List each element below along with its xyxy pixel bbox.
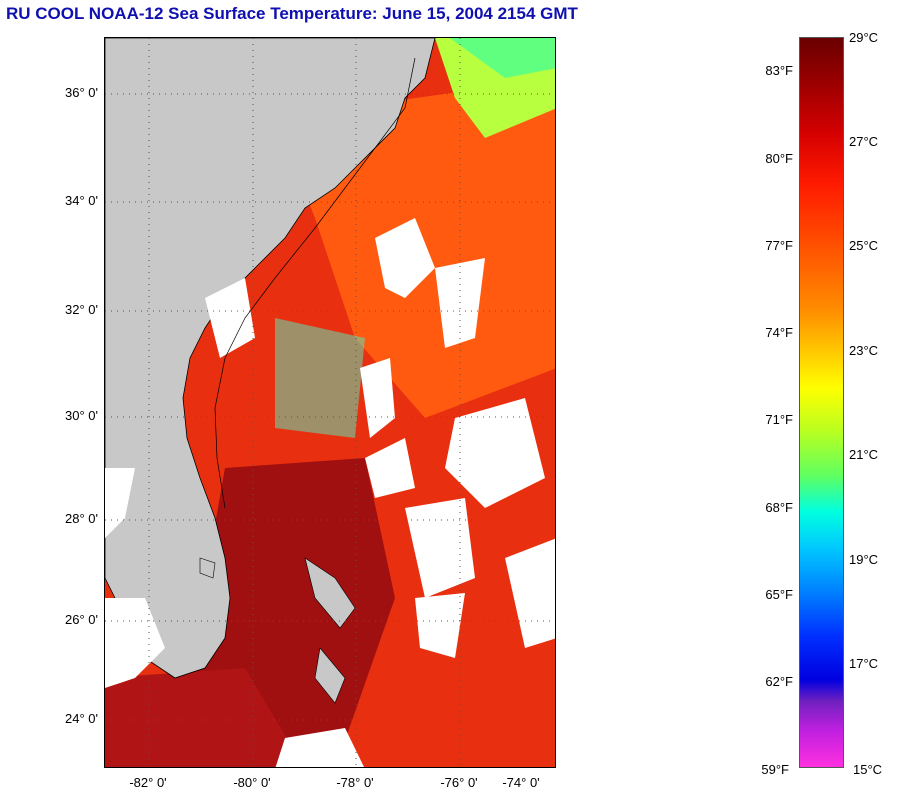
longitude-label-74: -74° 0' bbox=[502, 775, 540, 790]
cloud-2 bbox=[105, 598, 165, 688]
cool-patch-northeast-inner bbox=[450, 38, 555, 78]
latitude-label-34: 34° 0' bbox=[65, 193, 98, 208]
colorbar-label-65f: 65°F bbox=[765, 587, 793, 602]
colorbar-label-83f: 83°F bbox=[765, 63, 793, 78]
colorbar-label-68f: 68°F bbox=[765, 500, 793, 515]
cloud-8 bbox=[505, 538, 555, 648]
cloud-4 bbox=[360, 358, 395, 438]
bahamas-island-2 bbox=[314, 647, 346, 704]
map-title: RU COOL NOAA-12 Sea Surface Temperature:… bbox=[6, 4, 578, 23]
land-mass bbox=[105, 38, 436, 679]
cloud-7 bbox=[405, 498, 475, 598]
colorbar-label-59f: 59°F bbox=[761, 762, 789, 777]
cloud-9 bbox=[415, 593, 465, 658]
cloud-1 bbox=[105, 468, 135, 538]
bahamas-island-3 bbox=[199, 557, 216, 579]
colorbar-label-19c: 19°C bbox=[849, 552, 879, 567]
latitude-label-24: 24° 0' bbox=[65, 711, 98, 726]
colorbar-label-62f: 62°F bbox=[765, 674, 793, 689]
colorbar-label-23c: 23°C bbox=[849, 343, 879, 358]
bahamas-island-1 bbox=[304, 557, 356, 629]
latitude-label-30: 30° 0' bbox=[65, 408, 98, 423]
colorbar-label-80f: 80°F bbox=[765, 151, 793, 166]
colorbar-label-71f: 71°F bbox=[765, 412, 793, 427]
bathymetry-contour bbox=[214, 57, 416, 509]
colorbar-label-27c: 27°C bbox=[849, 134, 879, 149]
cloud-12 bbox=[275, 728, 365, 767]
latitude-label-26: 26° 0' bbox=[65, 612, 98, 627]
cool-eddy bbox=[275, 318, 365, 438]
latitude-label-32: 32° 0' bbox=[65, 302, 98, 317]
colorbar-label-15c: 15°C bbox=[853, 762, 883, 777]
colorbar-label-25c: 25°C bbox=[849, 238, 879, 253]
longitude-label-76: -76° 0' bbox=[440, 775, 478, 790]
latitude-label-28: 28° 0' bbox=[65, 511, 98, 526]
colorbar-label-21c: 21°C bbox=[849, 447, 879, 462]
longitude-label-80: -80° 0' bbox=[233, 775, 271, 790]
cloud-11 bbox=[365, 438, 415, 498]
cloud-6 bbox=[445, 398, 545, 508]
cloud-10 bbox=[205, 278, 255, 358]
colorbar-label-77f: 77°F bbox=[765, 238, 793, 253]
latitude-label-36: 36° 0' bbox=[65, 85, 98, 100]
colorbar-label-17c: 17°C bbox=[849, 656, 879, 671]
longitude-label-78: -78° 0' bbox=[336, 775, 374, 790]
cloud-3 bbox=[375, 218, 435, 298]
colorbar-label-74f: 74°F bbox=[765, 325, 793, 340]
colorbar-label-29c: 29°C bbox=[849, 30, 879, 45]
temperature-colorbar bbox=[799, 37, 844, 768]
sst-map-graphic bbox=[105, 38, 555, 767]
florida-straits bbox=[105, 668, 304, 767]
longitude-label-82: -82° 0' bbox=[129, 775, 167, 790]
sst-map[interactable] bbox=[104, 37, 556, 768]
